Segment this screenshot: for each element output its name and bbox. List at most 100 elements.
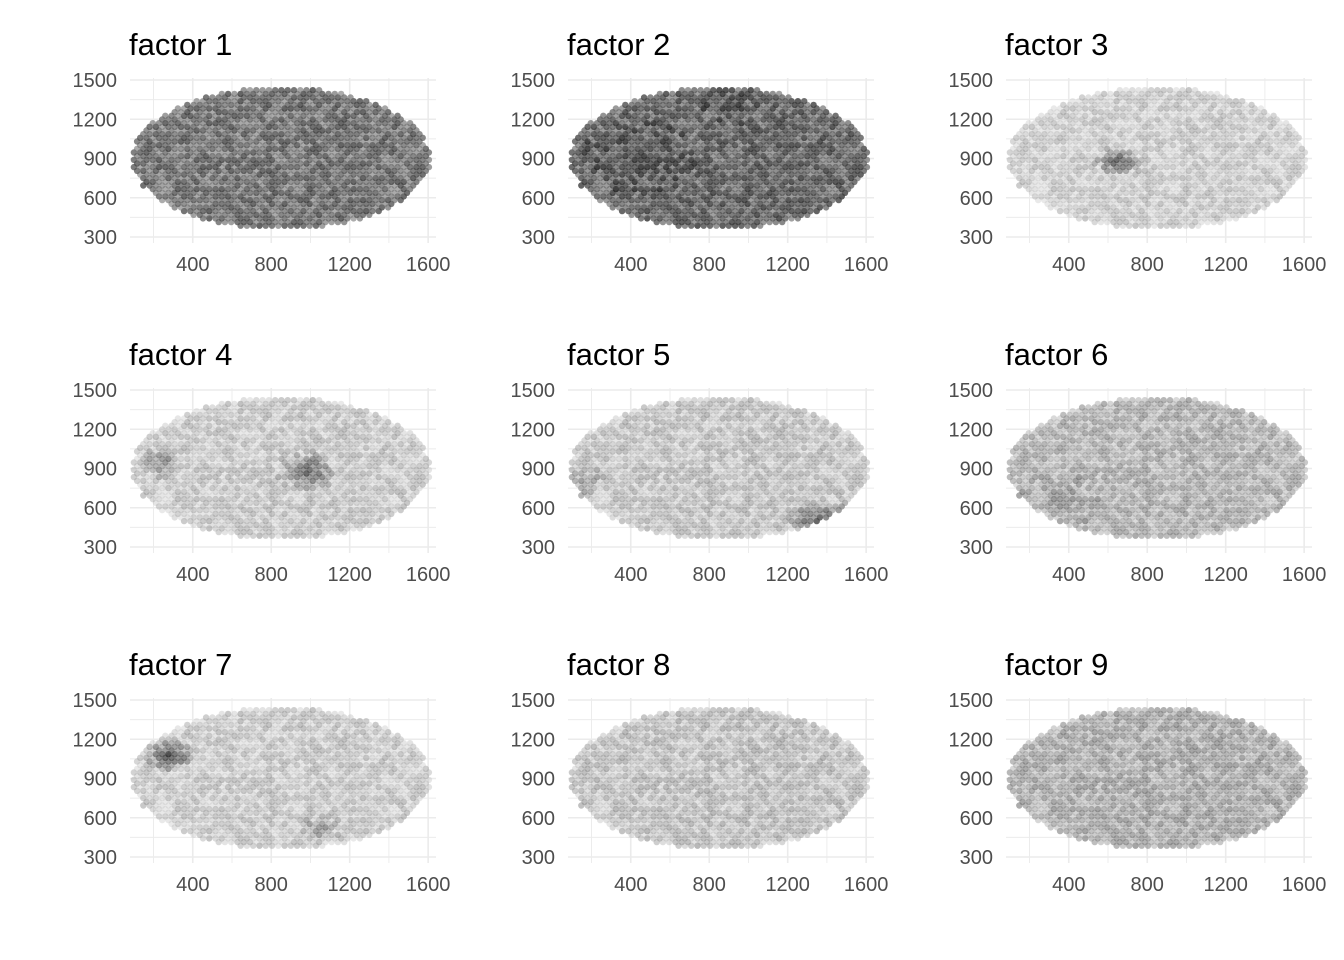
- data-point: [325, 90, 332, 98]
- data-point: [224, 90, 232, 98]
- y-tick-label: 300: [84, 227, 117, 249]
- data-point: [656, 90, 663, 98]
- data-point: [337, 90, 345, 98]
- data-point: [844, 120, 852, 127]
- x-tick-label: 800: [255, 254, 288, 276]
- y-tick-label: 300: [522, 227, 555, 249]
- data-point: [703, 87, 711, 94]
- y-tick-label: 600: [522, 188, 555, 210]
- data-point: [1025, 120, 1032, 127]
- y-tick-label: 900: [960, 149, 993, 171]
- data-point: [1141, 87, 1149, 94]
- panel-title: factor 3: [1005, 27, 1108, 62]
- data-point: [162, 112, 169, 120]
- data-point: [1100, 90, 1108, 98]
- data-point: [246, 87, 254, 94]
- data-point: [284, 87, 291, 94]
- data-point: [174, 105, 182, 112]
- y-tick-label: 300: [960, 227, 993, 249]
- data-point: [1223, 94, 1230, 101]
- data-point: [710, 87, 717, 94]
- data-point: [747, 87, 754, 94]
- data-point: [647, 94, 654, 101]
- data-point: [1107, 90, 1114, 98]
- data-point: [265, 87, 273, 94]
- data-point: [622, 101, 629, 109]
- data-point: [691, 87, 698, 94]
- y-tick-label: 1500: [73, 70, 118, 92]
- data-point: [662, 90, 670, 98]
- data-point: [763, 90, 770, 98]
- data-point: [1201, 90, 1208, 98]
- data-point: [406, 120, 414, 127]
- data-point: [801, 98, 808, 105]
- data-point: [1078, 94, 1086, 101]
- data-point: [315, 87, 323, 94]
- data-point: [231, 90, 238, 98]
- data-point: [1248, 101, 1255, 109]
- data-point: [1038, 112, 1045, 120]
- data-point: [1085, 94, 1092, 101]
- data-point: [1191, 87, 1199, 94]
- data-point: [363, 98, 370, 105]
- data-point: [1069, 98, 1076, 105]
- data-point: [1166, 87, 1174, 94]
- data-point: [741, 87, 748, 94]
- data-point: [290, 87, 298, 94]
- y-tick-label: 1200: [949, 109, 994, 131]
- data-point: [1239, 98, 1246, 105]
- data-point: [1270, 112, 1277, 120]
- data-points: [1006, 87, 1309, 229]
- data-point: [716, 87, 723, 94]
- data-point: [1154, 87, 1161, 94]
- data-point: [1050, 105, 1058, 112]
- x-tick-label: 400: [176, 254, 209, 276]
- y-tick-label: 600: [84, 188, 117, 210]
- data-point: [309, 87, 316, 94]
- data-point: [1094, 90, 1101, 98]
- data-point: [722, 87, 729, 94]
- data-point: [1116, 87, 1123, 94]
- data-point: [184, 101, 191, 109]
- panel-title: factor 2: [567, 27, 670, 62]
- x-tick-label: 1200: [327, 254, 372, 276]
- data-point: [356, 98, 364, 105]
- data-point: [1257, 105, 1265, 112]
- data-point: [1060, 101, 1067, 109]
- data-points: [130, 87, 433, 229]
- data-point: [640, 94, 648, 101]
- data-point: [372, 101, 379, 109]
- data-point: [218, 90, 225, 98]
- data-point: [753, 87, 761, 94]
- data-point: [678, 87, 685, 94]
- data-point: [347, 94, 354, 101]
- panel-title: factor 1: [129, 27, 232, 62]
- data-point: [1160, 87, 1167, 94]
- data-point: [1207, 90, 1214, 98]
- data-point: [794, 98, 802, 105]
- data-point: [202, 94, 210, 101]
- data-point: [193, 98, 200, 105]
- data-point: [775, 90, 783, 98]
- y-tick-label: 900: [84, 149, 117, 171]
- x-tick-label: 800: [693, 254, 726, 276]
- data-point: [1148, 87, 1155, 94]
- data-point: [728, 87, 736, 94]
- y-tick-label: 1500: [949, 70, 994, 92]
- data-point: [697, 87, 704, 94]
- data-point: [600, 112, 607, 120]
- x-tick-label: 1600: [1282, 254, 1327, 276]
- data-point: [1232, 98, 1240, 105]
- data-point: [240, 87, 247, 94]
- data-point: [297, 87, 304, 94]
- y-tick-label: 1200: [73, 109, 118, 131]
- data-point: [209, 94, 216, 101]
- data-point: [331, 90, 338, 98]
- data-points: [130, 397, 433, 539]
- data-point: [303, 87, 310, 94]
- data-point: [253, 87, 260, 94]
- data-point: [1173, 87, 1180, 94]
